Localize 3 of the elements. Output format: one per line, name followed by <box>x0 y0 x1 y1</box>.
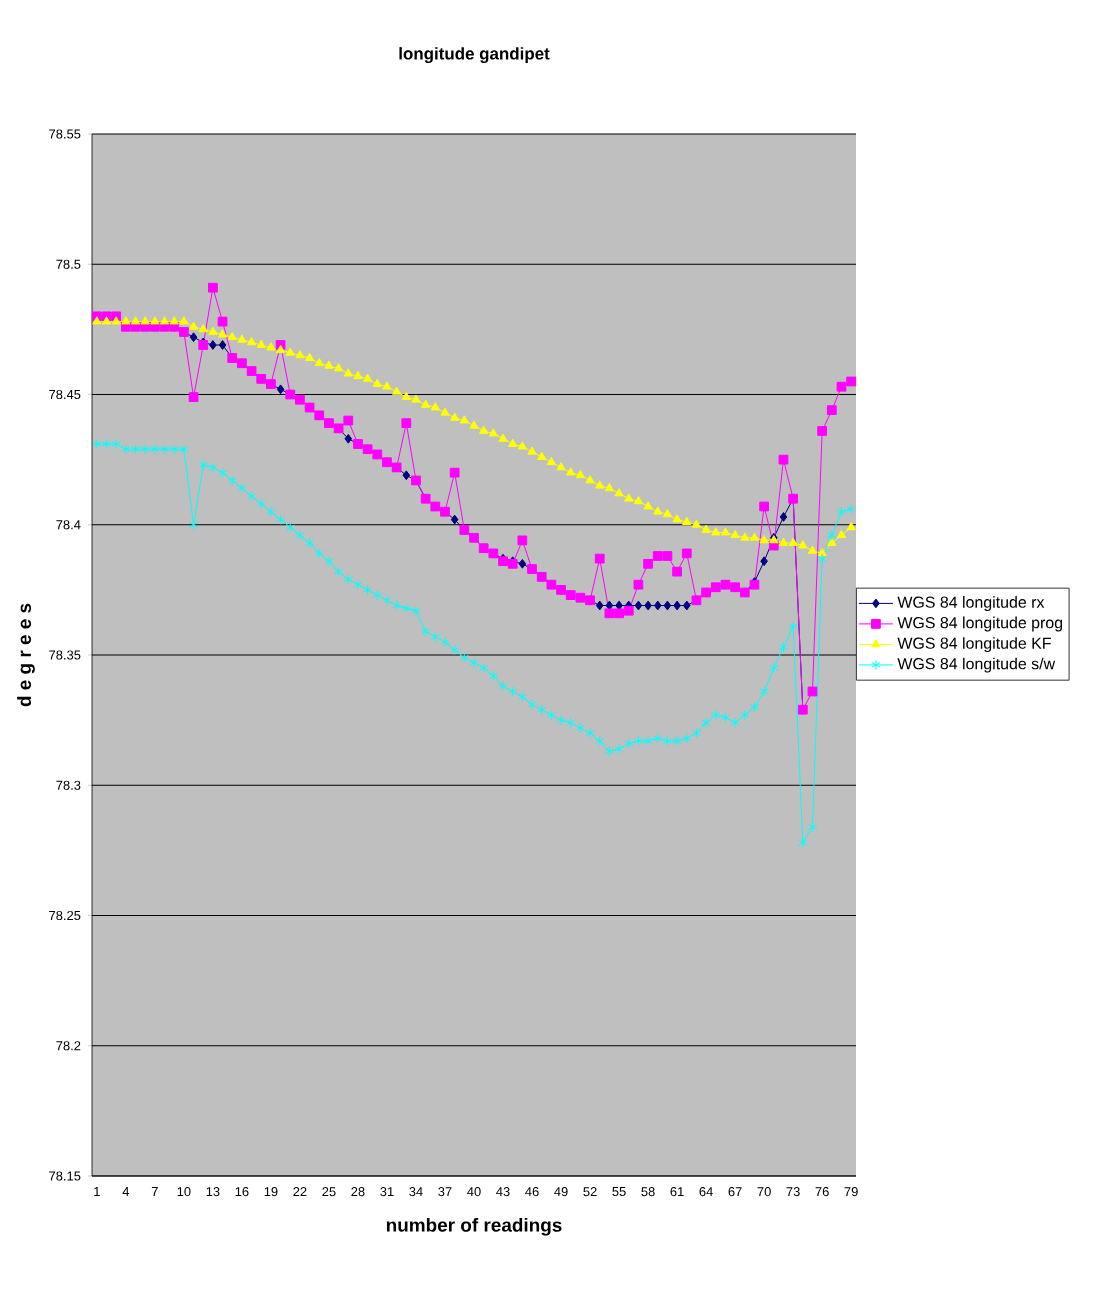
y-axis-title: d e g r e e s <box>17 603 35 707</box>
x-axis-title: number of readings <box>386 1217 562 1236</box>
chart-title: longitude gandipet <box>399 47 550 64</box>
